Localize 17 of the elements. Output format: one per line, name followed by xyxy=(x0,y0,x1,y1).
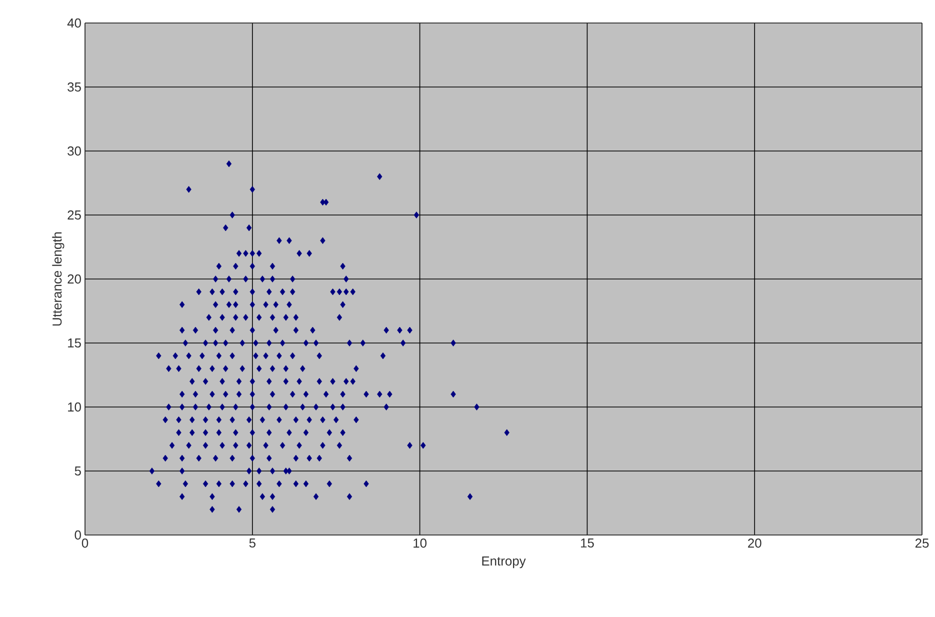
y-tick-label: 5 xyxy=(74,466,81,476)
y-tick-label: 35 xyxy=(68,82,81,92)
x-tick-label: 20 xyxy=(748,538,762,548)
y-tick-label: 15 xyxy=(68,338,81,348)
x-tick-label: 0 xyxy=(82,538,88,548)
y-tick-label: 20 xyxy=(68,274,81,284)
y-axis-title: Utterance length xyxy=(52,232,64,326)
x-tick-label: 25 xyxy=(915,538,929,548)
x-tick-label: 5 xyxy=(249,538,256,548)
x-axis-title: Entropy xyxy=(482,556,526,568)
x-tick-label: 15 xyxy=(580,538,594,548)
y-tick-label: 25 xyxy=(68,210,81,220)
y-tick-label: 10 xyxy=(68,402,81,412)
y-tick-label: 40 xyxy=(67,18,81,28)
y-tick-label: 30 xyxy=(68,146,81,156)
y-tick-label: 0 xyxy=(74,530,81,540)
x-tick-label: 10 xyxy=(414,538,427,548)
